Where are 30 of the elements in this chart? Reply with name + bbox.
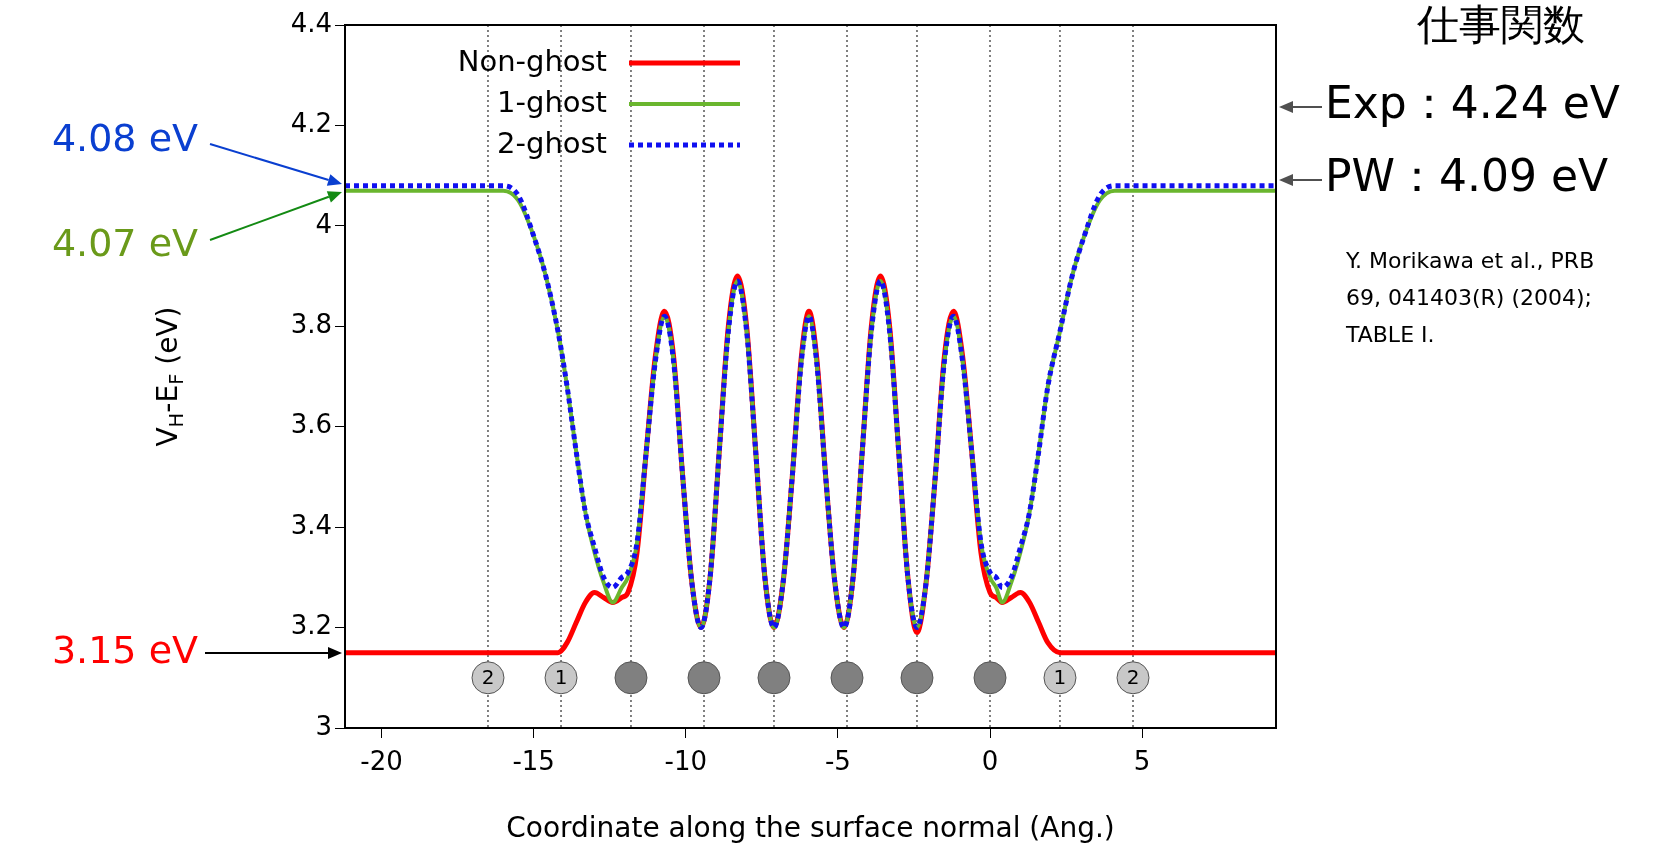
annotation: 2	[1126, 664, 1140, 689]
x-tick-label: -20	[360, 746, 403, 777]
text: 4.08 eV	[51, 115, 198, 160]
text: Exp：4.24 eV	[1325, 77, 1620, 129]
y-axis-title: VH-EF (eV)	[151, 306, 189, 447]
y-tick-label: 3	[315, 710, 332, 741]
annotation: 2	[481, 664, 495, 689]
x-tick-label: 0	[981, 746, 999, 777]
y-tick-label: 4.4	[290, 7, 332, 38]
text: 4.07 eV	[51, 220, 198, 265]
text: PW：4.09 eV	[1325, 150, 1609, 202]
x-tick-label: -10	[664, 746, 707, 777]
annotation: 1	[1053, 664, 1067, 689]
legend-label: 2-ghost	[497, 125, 607, 160]
x-tick-label: 5	[1133, 746, 1151, 777]
y-tick-label: 4	[315, 208, 332, 239]
text: 仕事関数	[1416, 0, 1585, 49]
text: Y. Morikawa et al., PRB 69, 041403(R) (2004); TABLE I.	[1345, 247, 1595, 347]
x-axis-title: Coordinate along the surface normal (Ang.)	[506, 811, 1115, 845]
text: 3.15 eV	[51, 627, 198, 672]
y-tick-label: 3.8	[290, 309, 332, 340]
x-tick-label: -5	[824, 746, 851, 777]
y-tick-label: 3.6	[290, 409, 332, 440]
legend-label: 1-ghost	[497, 84, 607, 119]
x-tick-label: -15	[512, 746, 555, 777]
legend-label: Non-ghost	[457, 43, 607, 78]
y-tick-label: 3.4	[290, 509, 332, 540]
y-tick-label: 4.2	[290, 108, 332, 139]
annotation: 1	[554, 664, 568, 689]
y-tick-label: 3.2	[290, 610, 332, 641]
